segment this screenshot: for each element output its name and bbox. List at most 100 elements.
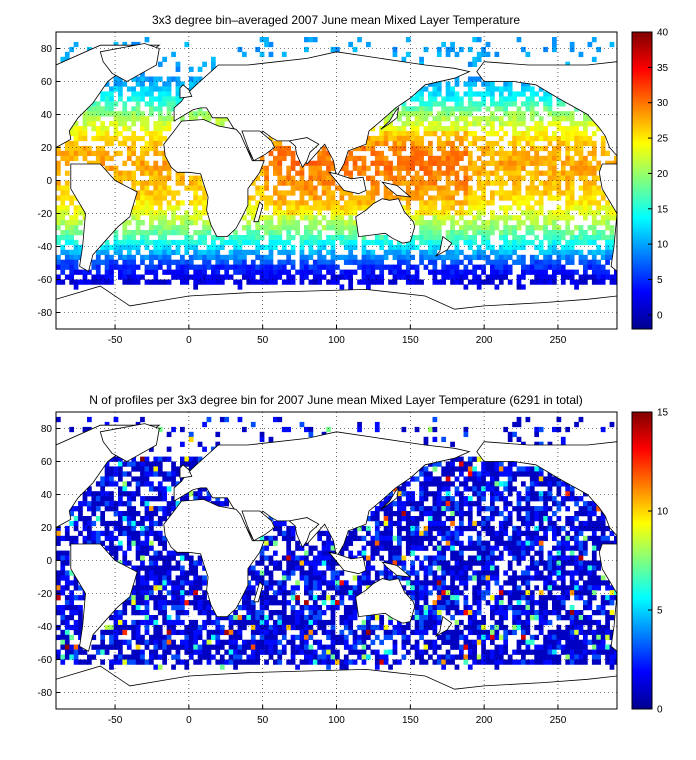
bin-cell xyxy=(312,220,318,226)
bin-cell xyxy=(317,205,323,211)
bin-cell xyxy=(388,264,393,270)
bin-cell xyxy=(361,545,367,551)
bin-cell xyxy=(405,135,411,142)
bin-cell xyxy=(197,76,203,82)
bin-cell xyxy=(490,565,495,571)
bin-cell xyxy=(312,555,318,561)
bin-cell xyxy=(432,96,438,102)
bin-cell xyxy=(574,140,579,147)
bin-cell xyxy=(113,259,119,265)
bin-cell xyxy=(184,225,190,231)
bin-cell xyxy=(144,254,150,261)
bin-cell xyxy=(432,160,438,166)
bin-cell xyxy=(543,126,548,132)
bin-cell xyxy=(423,190,429,196)
bin-cell xyxy=(583,501,588,507)
bin-cell xyxy=(135,249,141,256)
bin-cell xyxy=(459,200,464,206)
bin-cell xyxy=(95,264,101,270)
bin-cell xyxy=(277,140,283,147)
bin-cell xyxy=(560,496,566,502)
bin-cell xyxy=(543,91,548,97)
bin-cell xyxy=(206,254,212,261)
bin-cell xyxy=(507,486,513,492)
bin-cell xyxy=(144,150,150,157)
bin-cell xyxy=(383,121,389,127)
bin-cell xyxy=(153,269,159,275)
bin-cell xyxy=(113,86,119,92)
bin-cell xyxy=(534,565,540,571)
bin-cell xyxy=(591,239,597,246)
bin-cell xyxy=(326,560,331,566)
bin-cell xyxy=(118,501,123,507)
bin-cell xyxy=(578,545,584,551)
bin-cell xyxy=(432,600,438,606)
bin-cell xyxy=(467,511,473,517)
bin-cell xyxy=(388,190,393,196)
bin-cell xyxy=(414,264,420,270)
bin-cell xyxy=(180,264,185,270)
bin-cell xyxy=(552,155,557,162)
bin-cell xyxy=(410,580,416,586)
bin-cell xyxy=(512,160,517,166)
bin-cell xyxy=(481,580,486,586)
bin-cell xyxy=(166,126,172,132)
bin-cell xyxy=(485,600,491,606)
bin-cell xyxy=(60,535,66,542)
bin-cell xyxy=(228,235,234,241)
bin-cell xyxy=(131,274,137,280)
bin-cell xyxy=(476,496,482,502)
bin-cell xyxy=(118,466,123,472)
bin-cell xyxy=(552,195,557,201)
bin-cell xyxy=(529,86,535,92)
bin-cell xyxy=(516,511,522,517)
bin-cell xyxy=(454,180,460,186)
bin-cell xyxy=(264,41,269,48)
bin-cell xyxy=(481,249,486,256)
bin-cell xyxy=(472,235,478,241)
bin-cell xyxy=(104,466,110,472)
bin-cell xyxy=(104,491,110,497)
bin-cell xyxy=(153,570,159,576)
bin-cell xyxy=(171,116,176,122)
bin-cell xyxy=(552,111,557,117)
bin-cell xyxy=(259,436,265,443)
bin-cell xyxy=(144,506,150,512)
bin-cell xyxy=(140,456,145,462)
bin-cell xyxy=(410,254,416,261)
bin-cell xyxy=(215,264,221,270)
bin-cell xyxy=(166,279,172,285)
bin-cell xyxy=(534,540,540,546)
bin-cell xyxy=(450,456,455,462)
bin-cell xyxy=(295,200,300,206)
bin-cell xyxy=(507,254,513,261)
bin-cell xyxy=(366,525,371,532)
bin-cell xyxy=(95,535,101,542)
bin-cell xyxy=(175,215,181,221)
bin-cell xyxy=(366,560,371,566)
bin-cell xyxy=(162,540,168,546)
bin-cell xyxy=(126,264,132,270)
bin-cell xyxy=(583,195,588,201)
bin-cell xyxy=(578,610,584,616)
bin-cell xyxy=(534,220,540,226)
bin-cell xyxy=(498,269,504,275)
bin-cell xyxy=(250,195,256,201)
bin-cell xyxy=(463,585,469,591)
bin-cell xyxy=(463,274,469,280)
bin-cell xyxy=(428,131,433,137)
bin-cell xyxy=(109,96,114,102)
bin-cell xyxy=(339,239,345,246)
bin-cell xyxy=(242,426,247,433)
bin-cell xyxy=(78,135,83,142)
bin-cell xyxy=(587,41,593,48)
bin-cell xyxy=(459,111,464,117)
bin-cell xyxy=(445,131,451,137)
bin-cell xyxy=(374,185,380,191)
bin-cell xyxy=(330,239,336,246)
bin-cell xyxy=(290,175,296,181)
bin-cell xyxy=(202,225,207,231)
bin-cell xyxy=(144,550,150,556)
bin-cell xyxy=(490,116,495,122)
bin-cell xyxy=(397,550,402,556)
